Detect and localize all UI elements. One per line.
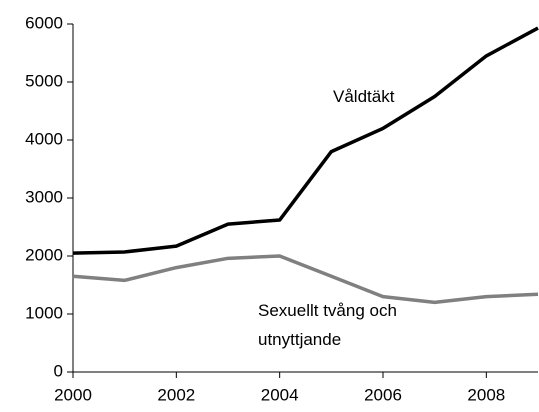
- x-tick-label: 2002: [157, 385, 195, 404]
- x-tick-label: 2000: [54, 385, 92, 404]
- x-tick-label: 2006: [364, 385, 402, 404]
- series-line: [72, 254, 539, 305]
- y-tick-label: 2000: [25, 245, 63, 264]
- x-tick-label: 2008: [467, 385, 505, 404]
- series-label: Sexuellt tvång och utnyttjande: [258, 301, 397, 349]
- y-tick-label: 4000: [25, 129, 63, 148]
- y-tick-label: 3000: [25, 187, 63, 206]
- y-tick-label: 1000: [25, 303, 63, 322]
- y-tick-label: 6000: [25, 13, 63, 32]
- series-label: Våldtäkt: [333, 87, 395, 106]
- y-tick-label: 0: [54, 361, 63, 380]
- y-tick-label: 5000: [25, 71, 63, 90]
- x-tick-label: 2004: [261, 385, 299, 404]
- series-line: [72, 26, 539, 255]
